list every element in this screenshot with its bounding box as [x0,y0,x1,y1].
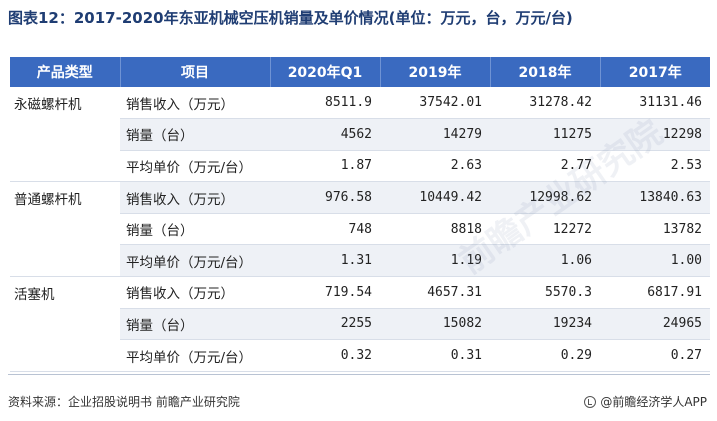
product-category: 活塞机 [10,276,120,372]
brand-text: @前瞻经济学人APP [600,395,707,409]
value-cell: 12298 [600,118,710,151]
value-cell: 0.29 [490,339,600,372]
row-item-label: 销售收入（万元） [120,87,270,120]
row-item-label: 销售收入（万元） [120,276,270,309]
product-category: 普通螺杆机 [10,181,120,278]
value-cell: 13782 [600,213,710,246]
value-cell: 14279 [380,118,490,151]
value-cell: 10449.42 [380,181,490,214]
table-row: 平均单价（万元/台） 1.87 2.63 2.77 2.53 [10,150,710,183]
header-item: 项目 [120,57,271,87]
row-item-label: 销售收入（万元） [120,181,270,214]
row-item-label: 平均单价（万元/台） [120,150,270,183]
table-row: 普通螺杆机 销售收入（万元） 976.58 10449.42 12998.62 13840… [10,181,710,278]
data-table: 产品类型 项目 2020年Q1 2019年 2018年 2017年 永磁螺杆机销… [10,57,710,372]
value-cell: 0.32 [270,339,380,372]
value-cell: 719.54 [270,276,380,309]
table-row: 销量（台） 4562 14279 11275 12298 [10,118,710,151]
value-cell: 2255 [270,308,380,341]
value-cell: 31278.42 [490,87,600,120]
table-row: 平均单价（万元/台） 1.31 1.19 1.06 1.00 [10,244,710,278]
header-2017: 2017年 [600,57,710,87]
value-cell: 24965 [600,308,710,341]
value-cell: 12272 [490,213,600,246]
value-cell: 8511.9 [270,87,380,120]
table-row: 永磁螺杆机 销售收入（万元） 8511.9 37542.01 31278.42 31131… [10,87,710,183]
value-cell: 19234 [490,308,600,341]
chart-title: 图表12：2017-2020年东亚机械空压机销量及单价情况(单位：万元，台，万元… [8,9,573,27]
value-cell: 6817.91 [600,276,710,309]
value-cell: 1.00 [600,244,710,278]
value-cell: 13840.63 [600,181,710,214]
row-item-label: 销量（台） [120,213,270,246]
table-header-row: 产品类型 项目 2020年Q1 2019年 2018年 2017年 [10,57,710,87]
row-item-label: 平均单价（万元/台） [120,244,270,278]
value-cell: 1.19 [380,244,490,278]
row-item-label: 销量（台） [120,308,270,341]
value-cell: 1.06 [490,244,600,278]
header-product-type: 产品类型 [10,57,121,87]
value-cell: 1.87 [270,150,380,183]
table-row: 销量（台） 2255 15082 19234 24965 [10,308,710,341]
value-cell: 1.31 [270,244,380,278]
header-2018: 2018年 [490,57,601,87]
table-body: 永磁螺杆机 销售收入（万元） 8511.9 37542.01 31278.42 31131… [10,87,710,372]
table-row: 销量（台） 748 8818 12272 13782 [10,213,710,246]
value-cell: 11275 [490,118,600,151]
row-item-label: 平均单价（万元/台） [120,339,270,372]
value-cell: 31131.46 [600,87,710,120]
header-2020q1: 2020年Q1 [270,57,381,87]
value-cell: 748 [270,213,380,246]
value-cell: 4562 [270,118,380,151]
value-cell: 2.63 [380,150,490,183]
value-cell: 8818 [380,213,490,246]
bottom-divider [8,374,710,375]
value-cell: 0.27 [600,339,710,372]
row-item-label: 销量（台） [120,118,270,151]
brand-logo-icon [584,395,597,408]
brand-credit: @前瞻经济学人APP [584,393,707,410]
value-cell: 4657.31 [380,276,490,309]
value-cell: 2.53 [600,150,710,183]
value-cell: 2.77 [490,150,600,183]
value-cell: 0.31 [380,339,490,372]
table-row: 活塞机 销售收入（万元） 719.54 4657.31 5570.3 6817.91 [10,276,710,372]
value-cell: 976.58 [270,181,380,214]
source-note: 资料来源：企业招股说明书 前瞻产业研究院 [8,395,240,409]
value-cell: 15082 [380,308,490,341]
product-category: 永磁螺杆机 [10,87,120,183]
value-cell: 5570.3 [490,276,600,309]
value-cell: 12998.62 [490,181,600,214]
value-cell: 37542.01 [380,87,490,120]
header-2019: 2019年 [380,57,491,87]
table-row: 平均单价（万元/台） 0.32 0.31 0.29 0.27 [10,339,710,372]
